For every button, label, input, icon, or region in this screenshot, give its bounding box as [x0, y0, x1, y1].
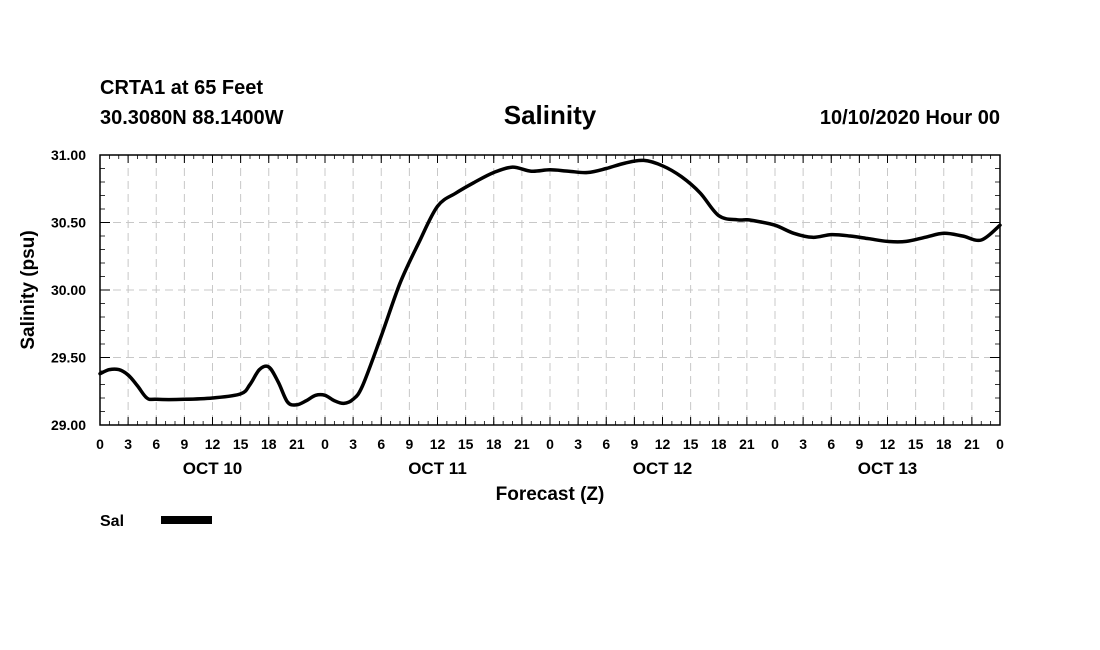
x-tick-label: 9 [630, 436, 638, 452]
chart-title: Salinity [504, 100, 597, 130]
x-tick-label: 21 [514, 436, 530, 452]
x-tick-label: 21 [289, 436, 305, 452]
x-tick-label: 18 [936, 436, 952, 452]
x-tick-label: 3 [124, 436, 132, 452]
day-label: OCT 10 [183, 459, 243, 478]
x-tick-labels: 0 3 6 9 12 15 18 21 0 3 6 9 12 15 18 21 0 3 6 9 12 15 18 21 0 3 6 9… [96, 436, 1004, 452]
plot-frame [99, 154, 1001, 426]
x-tick-label: 12 [880, 436, 896, 452]
day-label: OCT 11 [408, 459, 467, 478]
x-tick-label: 9 [855, 436, 863, 452]
x-tick-label: 12 [205, 436, 221, 452]
x-tick-label: 3 [574, 436, 582, 452]
x-tick-label: 3 [349, 436, 357, 452]
legend: Sal [100, 513, 212, 530]
x-tick-label: 15 [683, 436, 699, 452]
day-label: OCT 12 [633, 459, 693, 478]
x-tick-label: 0 [321, 436, 329, 452]
x-tick-label: 18 [486, 436, 502, 452]
x-tick-label: 9 [405, 436, 413, 452]
x-tick-label: 15 [233, 436, 249, 452]
x-tick-label: 0 [546, 436, 554, 452]
y-tick-label: 30.00 [51, 282, 86, 298]
x-tick-label: 6 [152, 436, 160, 452]
x-tick-label: 12 [655, 436, 671, 452]
y-tick-label: 29.00 [51, 417, 86, 433]
x-tick-label: 18 [711, 436, 727, 452]
x-tick-label: 12 [430, 436, 446, 452]
x-axis-label: Forecast (Z) [496, 484, 605, 505]
x-tick-label: 18 [261, 436, 277, 452]
y-tick-label: 30.50 [51, 215, 86, 231]
day-label: OCT 13 [858, 459, 918, 478]
grid-lines [100, 155, 1000, 425]
x-tick-label: 0 [771, 436, 779, 452]
legend-label: Sal [100, 513, 124, 530]
y-axis-label: Salinity (psu) [18, 230, 39, 349]
x-tick-label: 6 [827, 436, 835, 452]
y-tick-label: 29.50 [51, 350, 86, 366]
x-tick-label: 21 [739, 436, 755, 452]
x-tick-label: 15 [908, 436, 924, 452]
run-time-label: 10/10/2020 Hour 00 [820, 107, 1000, 129]
series-line-sal [98, 158, 1002, 407]
x-tick-label: 3 [799, 436, 807, 452]
y-tick-labels: 29.00 29.50 30.00 30.50 31.00 [51, 147, 86, 433]
x-tick-label: 21 [964, 436, 980, 452]
x-tick-label: 0 [996, 436, 1004, 452]
x-tick-label: 6 [377, 436, 385, 452]
legend-swatch [161, 516, 212, 524]
x-tick-label: 6 [602, 436, 610, 452]
x-tick-label: 15 [458, 436, 474, 452]
x-tick-label: 0 [96, 436, 104, 452]
day-labels: OCT 10 OCT 11 OCT 12 OCT 13 [183, 459, 918, 478]
y-tick-label: 31.00 [51, 147, 86, 163]
station-label: CRTA1 at 65 Feet [100, 77, 263, 99]
location-label: 30.3080N 88.1400W [100, 107, 284, 129]
x-tick-label: 9 [180, 436, 188, 452]
